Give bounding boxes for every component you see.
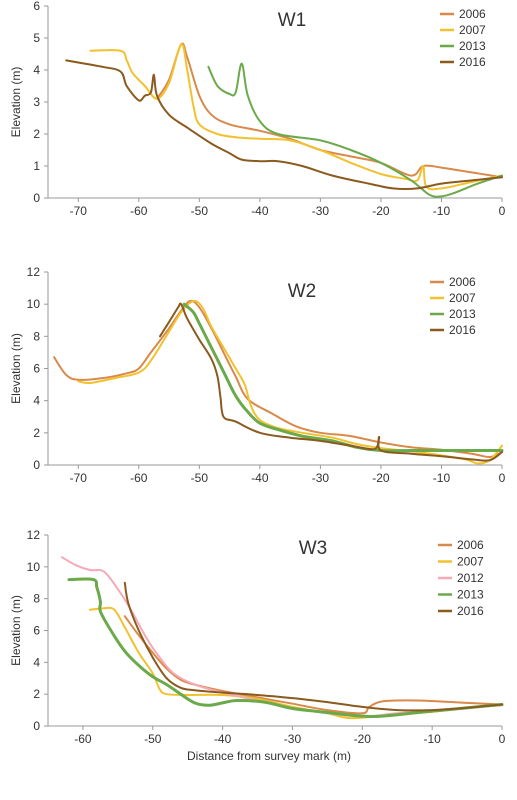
series-line-2006 — [123, 615, 503, 715]
y-tick-label: 1 — [33, 159, 40, 173]
series-line-2016 — [159, 302, 503, 462]
legend-label-2006: 2006 — [459, 7, 486, 21]
legend-label-2016: 2016 — [459, 55, 486, 69]
y-tick-label: 0 — [33, 719, 40, 733]
y-tick-label: 4 — [33, 63, 40, 77]
x-tick-label: -50 — [191, 471, 209, 485]
series-line-2016 — [123, 581, 503, 712]
x-tick-label: -50 — [191, 204, 209, 218]
x-tick-label: -70 — [70, 471, 88, 485]
y-tick-label: 3 — [33, 95, 40, 109]
x-tick-label: -70 — [70, 204, 88, 218]
series-line-2006 — [53, 299, 503, 459]
x-tick-label: -40 — [251, 204, 269, 218]
legend-label-2016: 2016 — [457, 604, 484, 618]
x-tick-label: -10 — [433, 471, 451, 485]
x-axis-label: Distance from survey mark (m) — [187, 749, 351, 763]
y-tick-label: 2 — [33, 127, 40, 141]
series-line-2013 — [207, 62, 503, 198]
x-tick-label: -20 — [372, 204, 390, 218]
y-tick-label: 8 — [33, 592, 40, 606]
x-tick-label: -10 — [423, 732, 441, 746]
y-tick-label: 6 — [33, 362, 40, 376]
series-line-2012 — [61, 556, 503, 718]
x-tick-label: -30 — [284, 732, 302, 746]
y-tick-label: 10 — [27, 297, 41, 311]
x-tick-label: -30 — [312, 204, 330, 218]
y-tick-label: 12 — [27, 265, 41, 279]
y-tick-label: 4 — [33, 655, 40, 669]
y-tick-label: 2 — [33, 687, 40, 701]
y-tick-label: 12 — [27, 528, 41, 542]
chart-w3: 0 2 4 6 8 10 12 -60 -50 -40 -30 -20 -10 0 Elevation (m… — [9, 528, 506, 763]
y-tick-label: 4 — [33, 394, 40, 408]
legend-label-2013: 2013 — [457, 588, 484, 602]
chart-w1: 0 1 2 3 4 5 6 -70 -60 -50 -40 -30 -20 -10 0 Elevation (… — [9, 0, 506, 218]
y-tick-label: 0 — [33, 458, 40, 472]
legend-label-2007: 2007 — [449, 291, 476, 305]
legend-label-2007: 2007 — [459, 23, 486, 37]
x-tick-label: -30 — [312, 471, 330, 485]
legend-label-2012: 2012 — [457, 571, 484, 585]
y-tick-label: 5 — [33, 31, 40, 45]
series-line-2013 — [67, 577, 504, 719]
legend-label-2013: 2013 — [459, 39, 486, 53]
y-tick-label: 0 — [33, 191, 40, 205]
y-tick-label: 2 — [33, 426, 40, 440]
x-tick-label: 0 — [499, 732, 506, 746]
chart-title: W3 — [299, 538, 328, 559]
y-tick-label: 6 — [33, 624, 40, 638]
legend-label-2013: 2013 — [449, 307, 476, 321]
legend-label-2016: 2016 — [449, 323, 476, 337]
series-line-2007 — [89, 43, 503, 191]
series-line-2007 — [77, 299, 503, 465]
x-tick-label: -60 — [130, 204, 148, 218]
y-axis-label: Elevation (m) — [9, 595, 23, 666]
x-tick-label: -50 — [144, 732, 162, 746]
y-axis-label: Elevation (m) — [9, 67, 23, 138]
series-line-2016 — [65, 59, 503, 190]
y-axis-label: Elevation (m) — [9, 333, 23, 404]
x-tick-label: -40 — [251, 471, 269, 485]
x-tick-label: -20 — [372, 471, 390, 485]
legend-label-2007: 2007 — [457, 555, 484, 569]
legend-label-2006: 2006 — [457, 538, 484, 552]
x-tick-label: 0 — [499, 471, 506, 485]
x-tick-label: -40 — [214, 732, 232, 746]
x-tick-label: -60 — [74, 732, 92, 746]
y-tick-label: 10 — [27, 560, 41, 574]
series-line-2013 — [182, 302, 504, 453]
y-tick-label: 8 — [33, 329, 40, 343]
chart-title: W2 — [288, 281, 317, 302]
chart-w2: 0 2 4 6 8 10 12 -70 -60 -50 -40 -30 -20 -10 0 Elevation… — [9, 265, 506, 485]
x-tick-label: -20 — [354, 732, 372, 746]
x-tick-label: 0 — [499, 204, 506, 218]
legend-label-2006: 2006 — [449, 275, 476, 289]
x-tick-label: -60 — [130, 471, 148, 485]
x-tick-label: -10 — [433, 204, 451, 218]
chart-title: W1 — [278, 10, 307, 31]
series-line-2006 — [156, 42, 503, 179]
series-line-2007 — [88, 606, 503, 720]
y-tick-label: 6 — [33, 0, 40, 13]
